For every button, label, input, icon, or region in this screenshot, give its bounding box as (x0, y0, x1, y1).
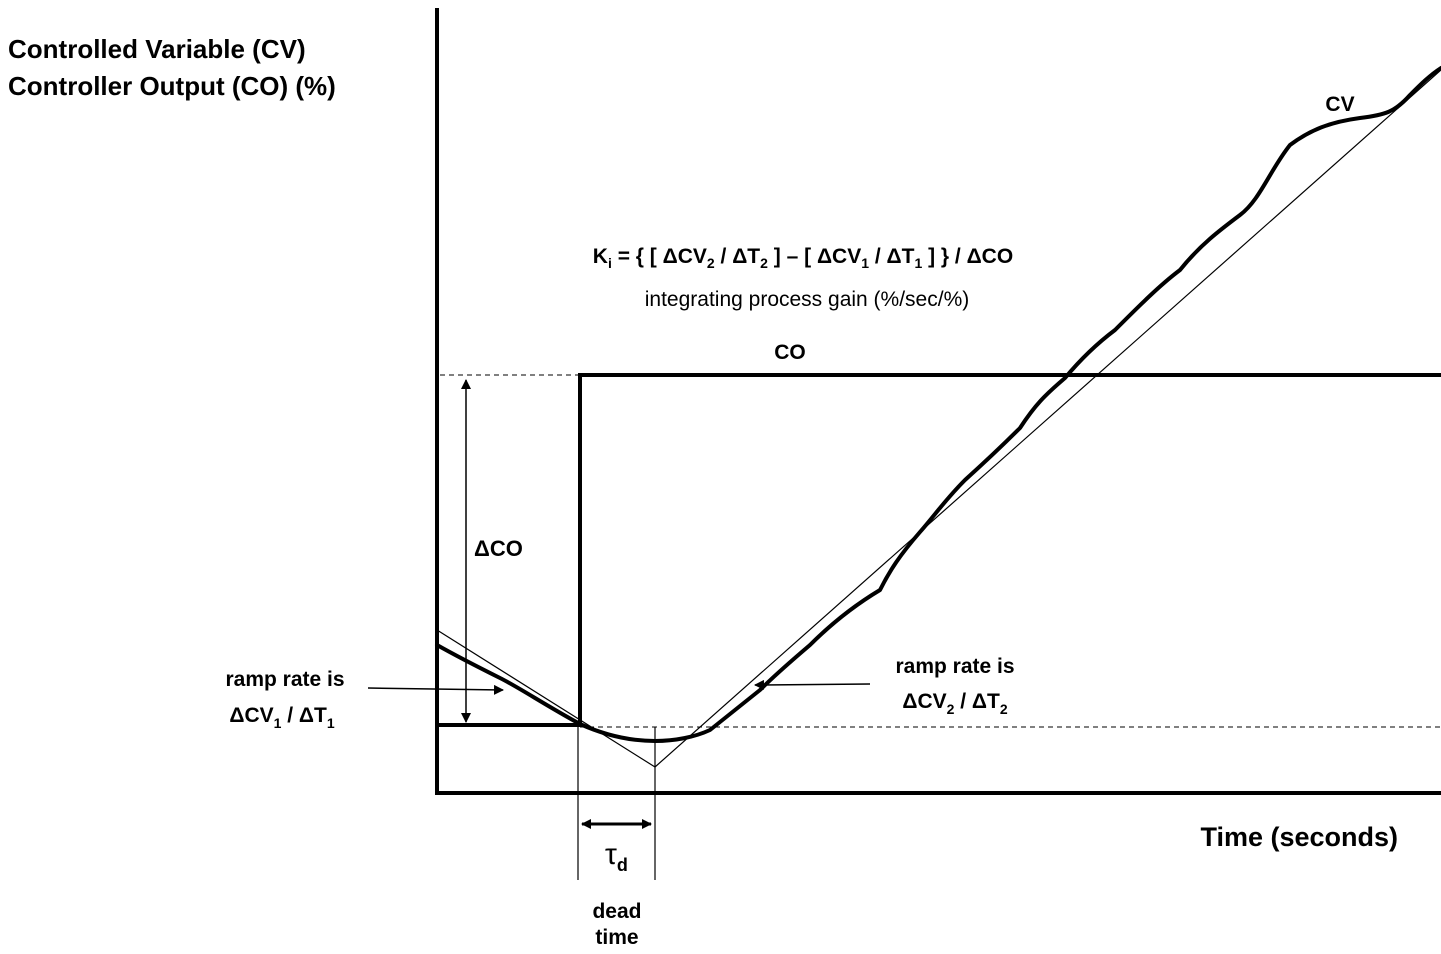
tangent-after-dead-time (654, 69, 1441, 768)
cv-series-label: CV (1325, 93, 1354, 116)
y-axis-label-line2: Controller Output (CO) (%) (8, 71, 336, 101)
dead-time-symbol: τd (605, 838, 628, 875)
ramp-right-label-line1: ramp rate is (895, 655, 1014, 678)
gain-formula-caption: integrating process gain (%/sec/%) (645, 288, 970, 311)
dead-time-label-line1: dead (592, 900, 641, 923)
ramp-left-pointer (367, 684, 504, 695)
ramp-right-label-line2: ΔCV2 / ΔT2 (902, 690, 1008, 717)
co-step-line (437, 373, 1441, 727)
y-axis-label-line1: Controlled Variable (CV) (8, 34, 306, 64)
ramp-right-pointer (754, 679, 871, 690)
cv-curve (435, 66, 1441, 743)
ramp-left-label-line2: ΔCV1 / ΔT1 (229, 704, 335, 731)
dead-time-label-line2: time (595, 926, 638, 949)
co-series-label: CO (774, 341, 806, 364)
ramp-left-label-line1: ramp rate is (225, 668, 344, 691)
x-axis-label: Time (seconds) (1200, 822, 1398, 852)
tangent-before-step (436, 629, 656, 768)
gain-formula: Ki = { [ ΔCV2 / ΔT2 ] – [ ΔCV1 / ΔT1 ] }… (593, 245, 1013, 271)
delta-co-label: ΔCO (474, 536, 523, 561)
